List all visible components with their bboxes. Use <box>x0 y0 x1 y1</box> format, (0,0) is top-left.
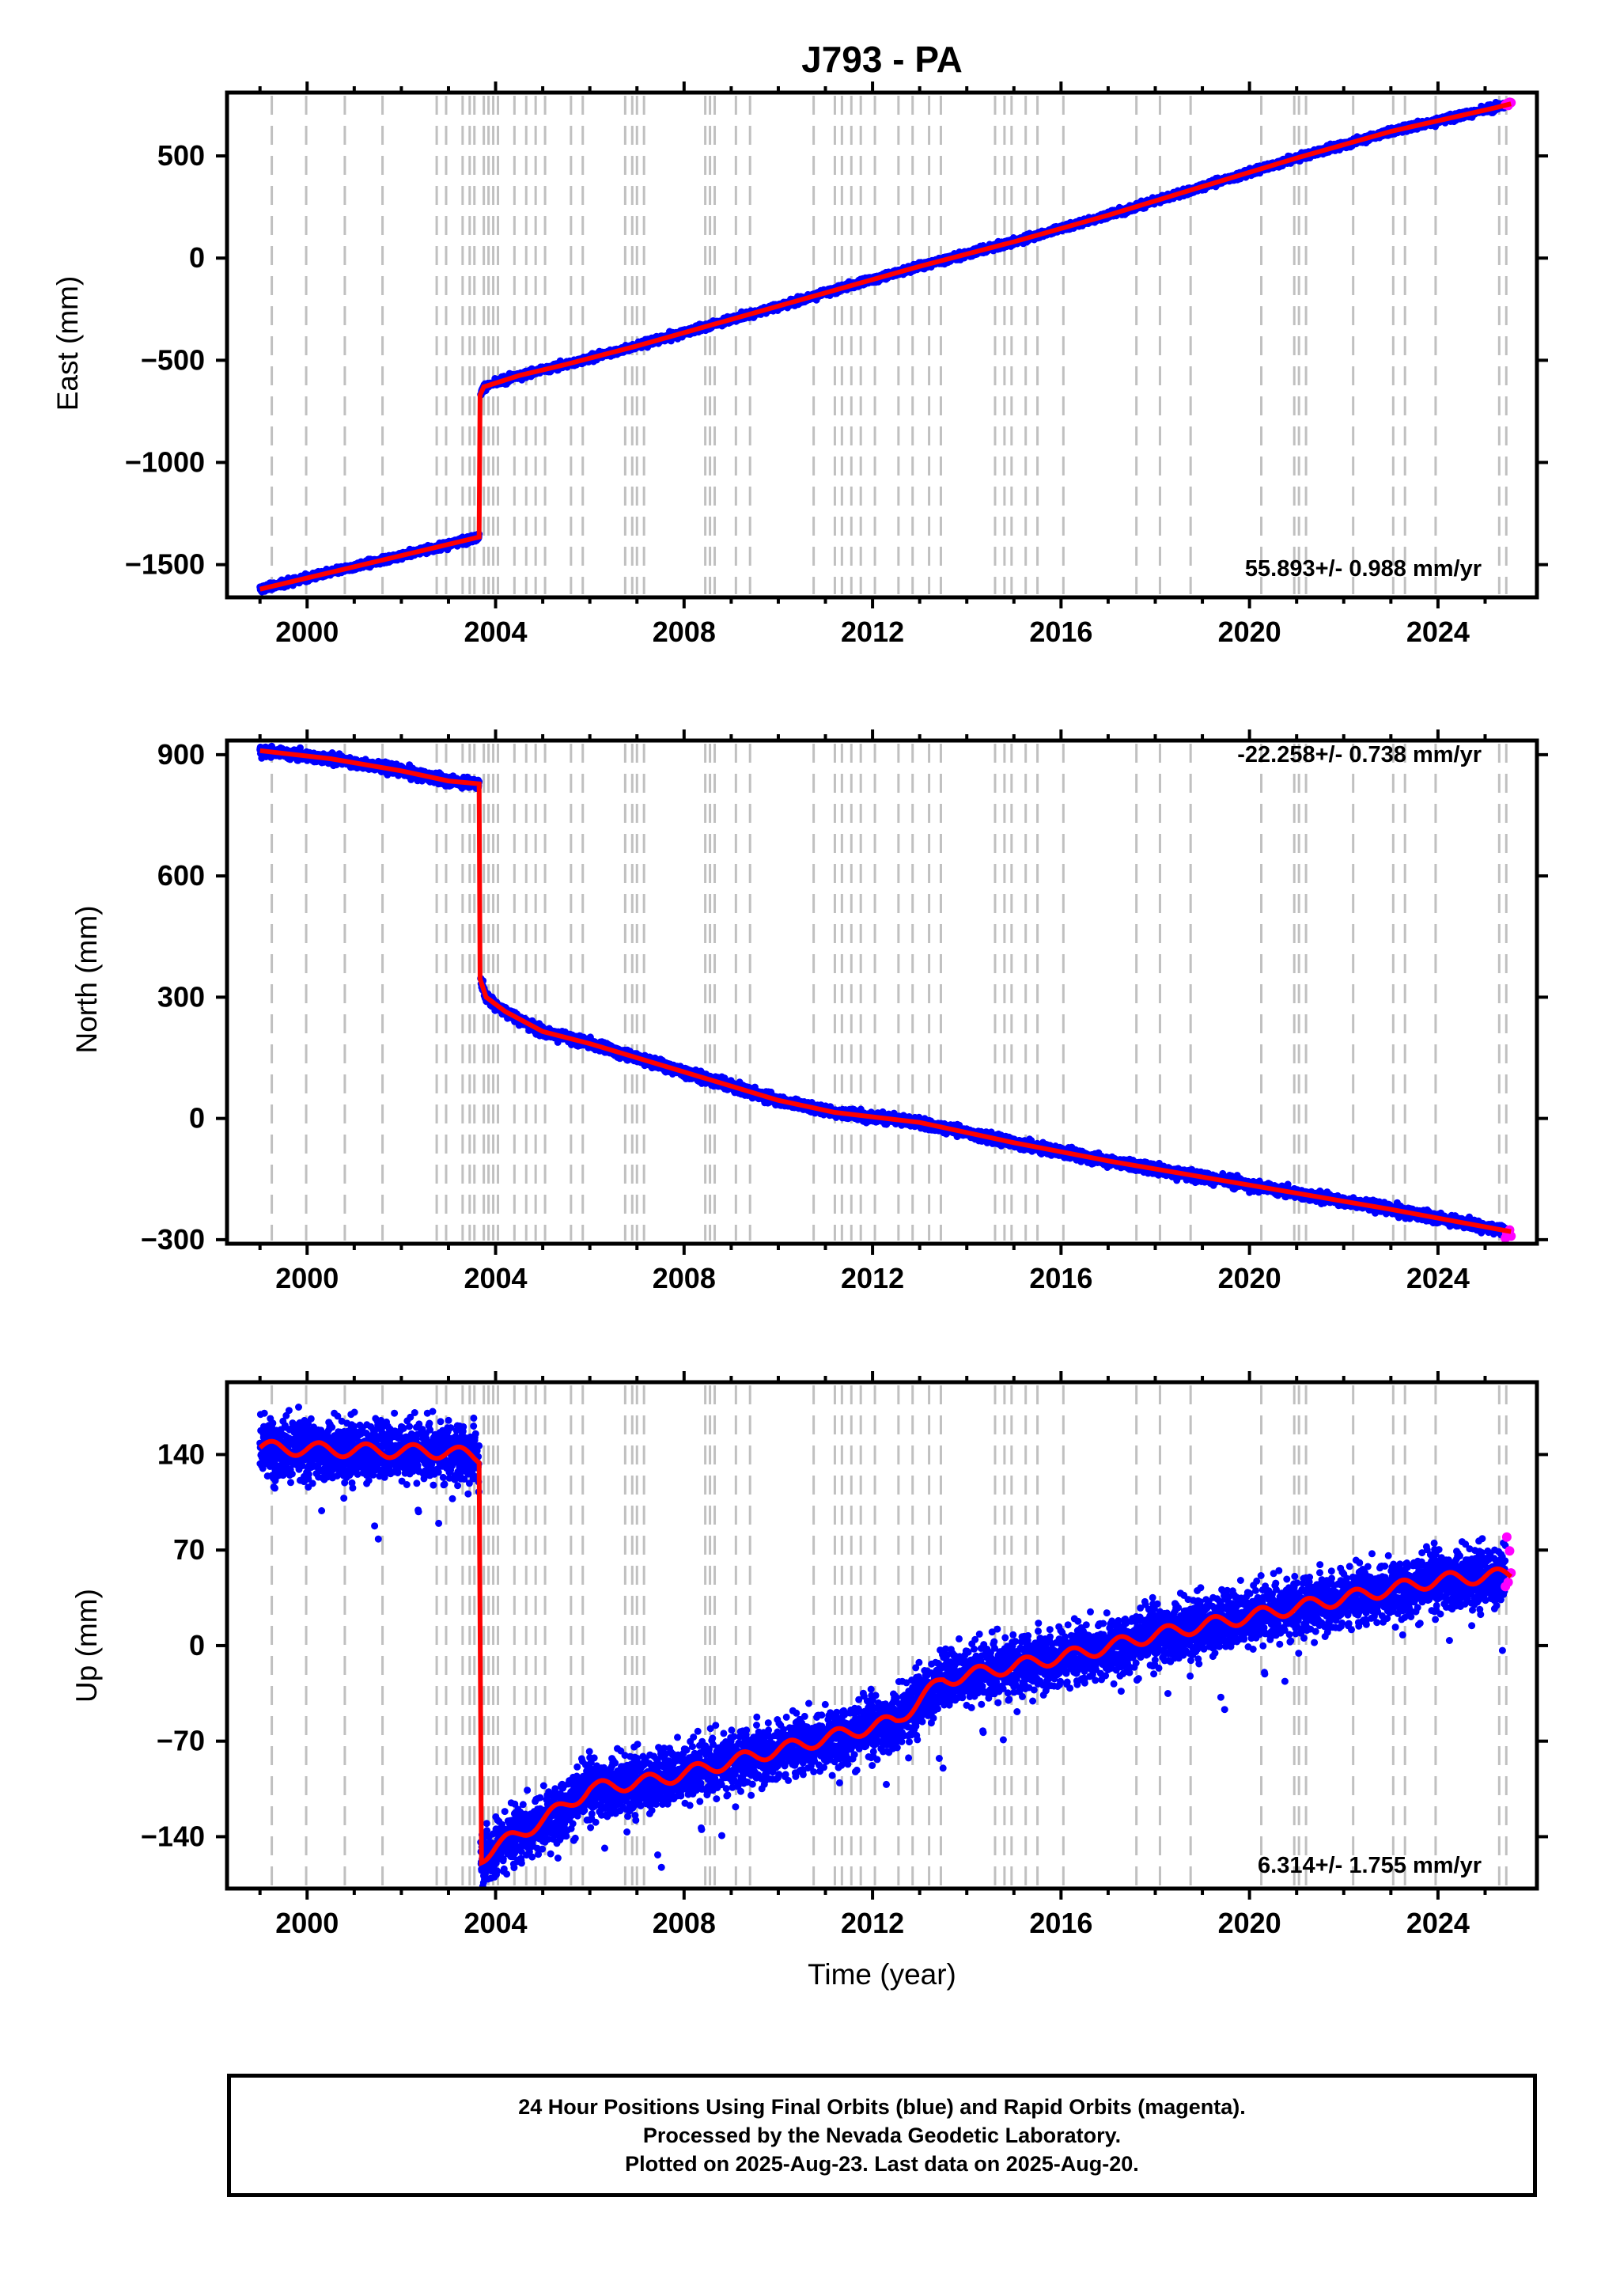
north-ylabel: North (mm) <box>70 905 103 1053</box>
up-x-tick-label: 2000 <box>275 1907 339 1939</box>
up-plot-area: 140 70 0 −70 −140 2000 2004 2008 2012 2016 2020 202… <box>141 1371 1548 1939</box>
north-x-tick-label: 2000 <box>275 1262 339 1294</box>
north-y-tick-label: 900 <box>157 738 205 771</box>
up-x-tick-label: 2024 <box>1406 1907 1470 1939</box>
caption-line-2: Processed by the Nevada Geodetic Laborat… <box>642 2124 1122 2147</box>
east-ylabel: East (mm) <box>51 276 84 411</box>
north-model-line <box>259 748 1512 1234</box>
up-ylabel: Up (mm) <box>70 1589 103 1703</box>
east-x-tick-label: 2012 <box>841 616 904 648</box>
up-x-tick-label: 2016 <box>1029 1907 1092 1939</box>
east-y-tick-label: −500 <box>141 343 205 376</box>
north-plot-area: 900 600 300 0 −300 2000 2004 2008 2012 2016 2020 20… <box>141 729 1548 1294</box>
x-axis-label: Time (year) <box>808 1958 956 1991</box>
north-x-tick-label: 2016 <box>1029 1262 1092 1294</box>
east-x-tick-label: 2024 <box>1406 616 1470 648</box>
up-rapid-orbit-point <box>1504 1546 1515 1556</box>
north-x-tick-label: 2024 <box>1406 1262 1470 1294</box>
north-frame <box>225 738 1539 1246</box>
north-y-tick-label: 600 <box>157 859 205 892</box>
east-y-tick-label: 500 <box>157 139 205 172</box>
up-x-tick-label: 2012 <box>841 1907 904 1939</box>
east-model-line <box>259 101 1512 592</box>
east-y-tick-label: 0 <box>189 241 205 274</box>
up-y-tick-label: −140 <box>141 1820 205 1852</box>
east-frame <box>225 90 1539 600</box>
caption-box: 24 Hour Positions Using Final Orbits (bl… <box>227 2074 1537 2197</box>
east-x-tick-label: 2020 <box>1218 616 1281 648</box>
up-x-tick-label: 2020 <box>1218 1907 1281 1939</box>
north-rate-label: -22.258+/- 0.738 mm/yr <box>1237 742 1482 767</box>
caption-line-3: Plotted on 2025-Aug-23. Last data on 202… <box>625 2152 1139 2176</box>
east-x-tick-label: 2000 <box>275 616 339 648</box>
north-x-tick-label: 2020 <box>1218 1262 1281 1294</box>
east-x-tick-label: 2016 <box>1029 616 1092 648</box>
north-x-tick-label: 2012 <box>841 1262 904 1294</box>
north-y-tick-label: −300 <box>141 1223 205 1256</box>
up-rapid-orbit-point <box>1501 1532 1512 1542</box>
up-rapid-orbit-points <box>1501 1532 1516 1592</box>
north-x-tick-label: 2008 <box>653 1262 716 1294</box>
north-rapid-orbit-point <box>1506 1231 1516 1241</box>
east-rate-label: 55.893+/- 0.988 mm/yr <box>1245 556 1482 582</box>
up-y-tick-label: −70 <box>157 1725 205 1757</box>
east-x-tick-label: 2008 <box>653 616 716 648</box>
east-y-tick-label: −1500 <box>125 548 205 581</box>
up-y-tick-label: 70 <box>173 1533 205 1566</box>
up-x-tick-label: 2004 <box>464 1907 527 1939</box>
up-model-line <box>258 1438 1513 1867</box>
east-plot-area: 500 0 −500 −1000 −1500 2000 2004 2008 2012 2016 20… <box>125 81 1548 648</box>
up-frame <box>225 1380 1539 1891</box>
up-y-tick-label: 0 <box>189 1629 205 1661</box>
caption-line-1: 24 Hour Positions Using Final Orbits (bl… <box>518 2095 1246 2119</box>
up-rapid-orbit-point <box>1503 1577 1513 1587</box>
north-x-tick-label: 2004 <box>464 1262 527 1294</box>
north-y-tick-label: 0 <box>189 1102 205 1135</box>
chart-title: J793 - PA <box>801 39 963 80</box>
up-rate-label: 6.314+/- 1.755 mm/yr <box>1258 1853 1482 1878</box>
east-x-tick-label: 2004 <box>464 616 527 648</box>
north-event-lines <box>271 744 1508 1241</box>
east-y-tick-label: −1000 <box>125 446 205 479</box>
up-x-tick-label: 2008 <box>653 1907 716 1939</box>
up-y-tick-label: 140 <box>157 1438 205 1470</box>
east-event-lines <box>271 96 1508 594</box>
north-y-tick-label: 300 <box>157 980 205 1013</box>
